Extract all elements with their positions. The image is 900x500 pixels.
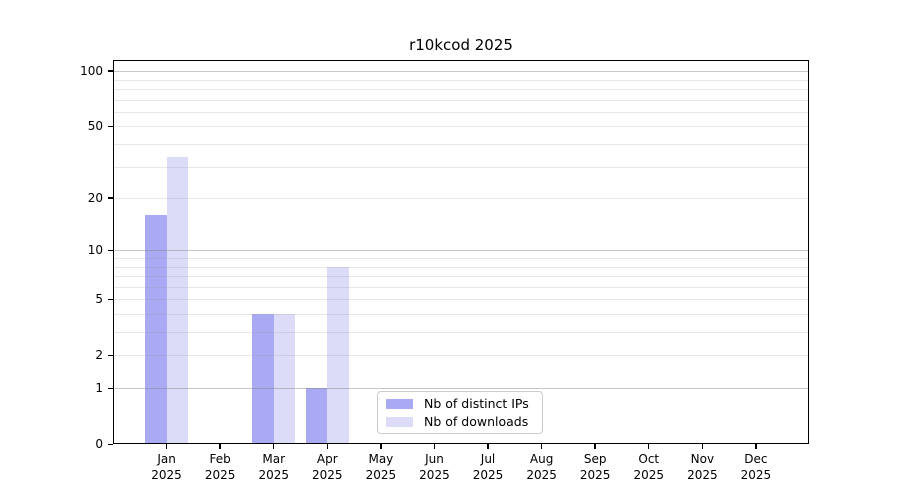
x-tick-label: Jan 2025 <box>151 452 182 482</box>
y-tick-label: 100 <box>80 64 103 79</box>
minor-gridline <box>114 144 808 146</box>
y-tick-mark <box>108 249 113 252</box>
bar-downloads-mar <box>273 314 296 445</box>
major-gridline <box>114 71 808 73</box>
x-tick-mark <box>701 444 704 449</box>
y-tick-mark <box>108 125 113 128</box>
x-tick-mark <box>540 444 543 449</box>
bar-distinct-ips-mar <box>252 314 274 445</box>
legend-item-distinct-ips: Nb of distinct IPs <box>386 396 534 411</box>
minor-gridline <box>114 258 808 260</box>
x-tick-label: Dec 2025 <box>740 452 772 482</box>
minor-gridline <box>114 198 808 200</box>
x-tick-mark <box>380 444 382 449</box>
y-tick-mark <box>108 70 113 72</box>
bar-downloads-apr <box>327 266 349 445</box>
x-tick-label: Apr 2025 <box>312 452 343 482</box>
y-tick-label: 5 <box>95 292 103 307</box>
y-tick-label: 20 <box>87 191 103 206</box>
y-tick-mark <box>108 197 113 199</box>
x-tick-label: Feb 2025 <box>204 452 236 482</box>
major-gridline <box>114 388 808 390</box>
y-tick-mark <box>108 387 113 389</box>
y-tick-label: 10 <box>87 243 103 258</box>
minor-gridline <box>114 286 808 288</box>
x-tick-mark <box>433 444 436 449</box>
minor-gridline <box>114 314 808 316</box>
minor-gridline <box>114 99 808 101</box>
plot-area-frame <box>113 60 809 444</box>
y-tick-label: 2 <box>95 348 103 363</box>
x-tick-mark <box>594 444 596 449</box>
x-tick-label: May 2025 <box>365 452 397 482</box>
x-tick-label: Oct 2025 <box>633 452 665 482</box>
legend: Nb of distinct IPs Nb of downloads <box>377 391 543 434</box>
x-tick-label: Aug 2025 <box>526 452 557 482</box>
x-tick-mark <box>273 444 275 449</box>
x-tick-mark <box>165 444 168 449</box>
bar-downloads-jan <box>166 156 188 445</box>
y-tick-label: 1 <box>95 381 103 396</box>
legend-label-distinct-ips: Nb of distinct IPs <box>424 396 529 411</box>
x-tick-mark <box>648 444 650 449</box>
y-tick-label: 0 <box>95 437 103 452</box>
x-tick-label: Nov 2025 <box>687 452 718 482</box>
x-tick-label: Jun 2025 <box>419 452 450 482</box>
minor-gridline <box>114 111 808 113</box>
minor-gridline <box>114 355 808 357</box>
x-tick-mark <box>755 444 757 449</box>
major-gridline <box>114 250 808 252</box>
y-tick-label: 50 <box>87 119 103 134</box>
legend-item-downloads: Nb of downloads <box>386 414 534 429</box>
bar-distinct-ips-apr <box>305 388 328 445</box>
minor-gridline <box>114 299 808 301</box>
x-tick-mark <box>219 444 221 449</box>
x-tick-mark <box>487 444 489 449</box>
x-tick-mark <box>326 444 328 449</box>
legend-swatch-downloads <box>386 416 413 427</box>
legend-swatch-distinct-ips <box>386 398 413 409</box>
legend-label-downloads: Nb of downloads <box>424 414 529 429</box>
minor-gridline <box>114 126 808 128</box>
minor-gridline <box>114 276 808 278</box>
y-tick-mark <box>108 443 113 445</box>
minor-gridline <box>114 79 808 81</box>
minor-gridline <box>114 166 808 168</box>
y-tick-mark <box>108 298 113 301</box>
y-tick-mark <box>108 354 113 357</box>
x-tick-label: Jul 2025 <box>472 452 504 482</box>
bar-distinct-ips-jan <box>145 215 167 445</box>
x-tick-label: Sep 2025 <box>579 452 611 482</box>
minor-gridline <box>114 332 808 334</box>
minor-gridline <box>114 266 808 268</box>
x-tick-label: Mar 2025 <box>258 452 289 482</box>
minor-gridline <box>114 89 808 91</box>
chart-title: r10kcod 2025 <box>409 36 513 54</box>
